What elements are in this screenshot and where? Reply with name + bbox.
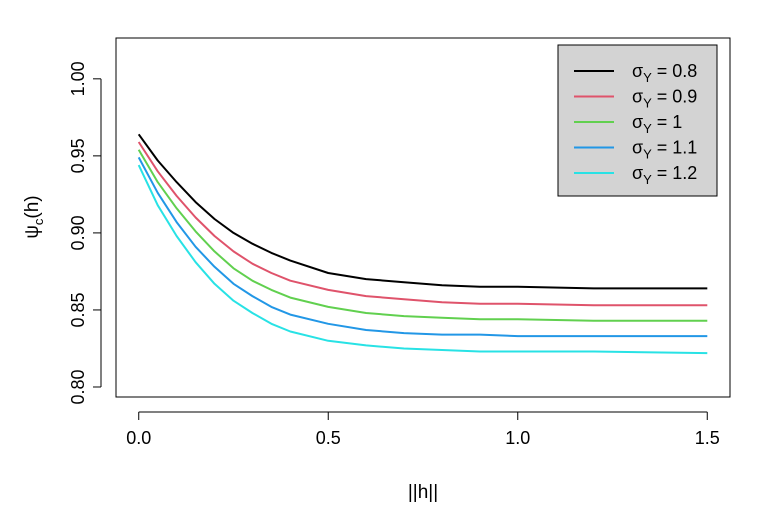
legend-label-3: σY = 1 <box>632 112 682 136</box>
x-tick-label-2: 0.5 <box>316 428 341 448</box>
y-axis-label-suffix: (h) <box>22 195 43 218</box>
x-tick-label-4: 1.5 <box>695 428 720 448</box>
y-tick-label-3: 0.90 <box>68 215 88 250</box>
series-line-4 <box>137 156 708 338</box>
legend-label-2: σY = 0.9 <box>632 87 697 111</box>
y-tick-label-5: 1.00 <box>68 61 88 96</box>
legend-label-5: σY = 1.2 <box>632 163 697 187</box>
y-tick-label-2: 0.85 <box>68 292 88 327</box>
series-layer <box>137 133 708 355</box>
legend-label-4: σY = 1.1 <box>632 138 697 162</box>
series-line-1 <box>137 133 708 290</box>
series-line-3 <box>137 149 708 322</box>
x-tick-label-3: 1.0 <box>505 428 530 448</box>
series-line-5 <box>137 164 708 355</box>
plot-box <box>115 37 731 398</box>
legend: σY = 0.8σY = 0.9σY = 1σY = 1.1σY = 1.2 <box>557 44 718 197</box>
x-tick-label-1: 0.0 <box>126 428 151 448</box>
y-axis: 0.80 0.85 0.90 0.95 1.00 <box>68 61 102 405</box>
series-line-2 <box>137 141 708 307</box>
y-axis-label-base: ψ <box>22 225 43 239</box>
y-axis-label-sub: c <box>31 218 46 225</box>
svg-text:ψc(h): ψc(h) <box>22 195 46 238</box>
x-axis: 0.0 0.5 1.0 1.5 <box>126 411 720 448</box>
x-axis-label: ||h|| <box>408 482 438 503</box>
y-tick-label-4: 0.95 <box>68 138 88 173</box>
y-tick-label-1: 0.80 <box>68 369 88 404</box>
legend-label-1: σY = 0.8 <box>632 61 697 85</box>
y-axis-label: ψc(h) <box>22 195 46 238</box>
